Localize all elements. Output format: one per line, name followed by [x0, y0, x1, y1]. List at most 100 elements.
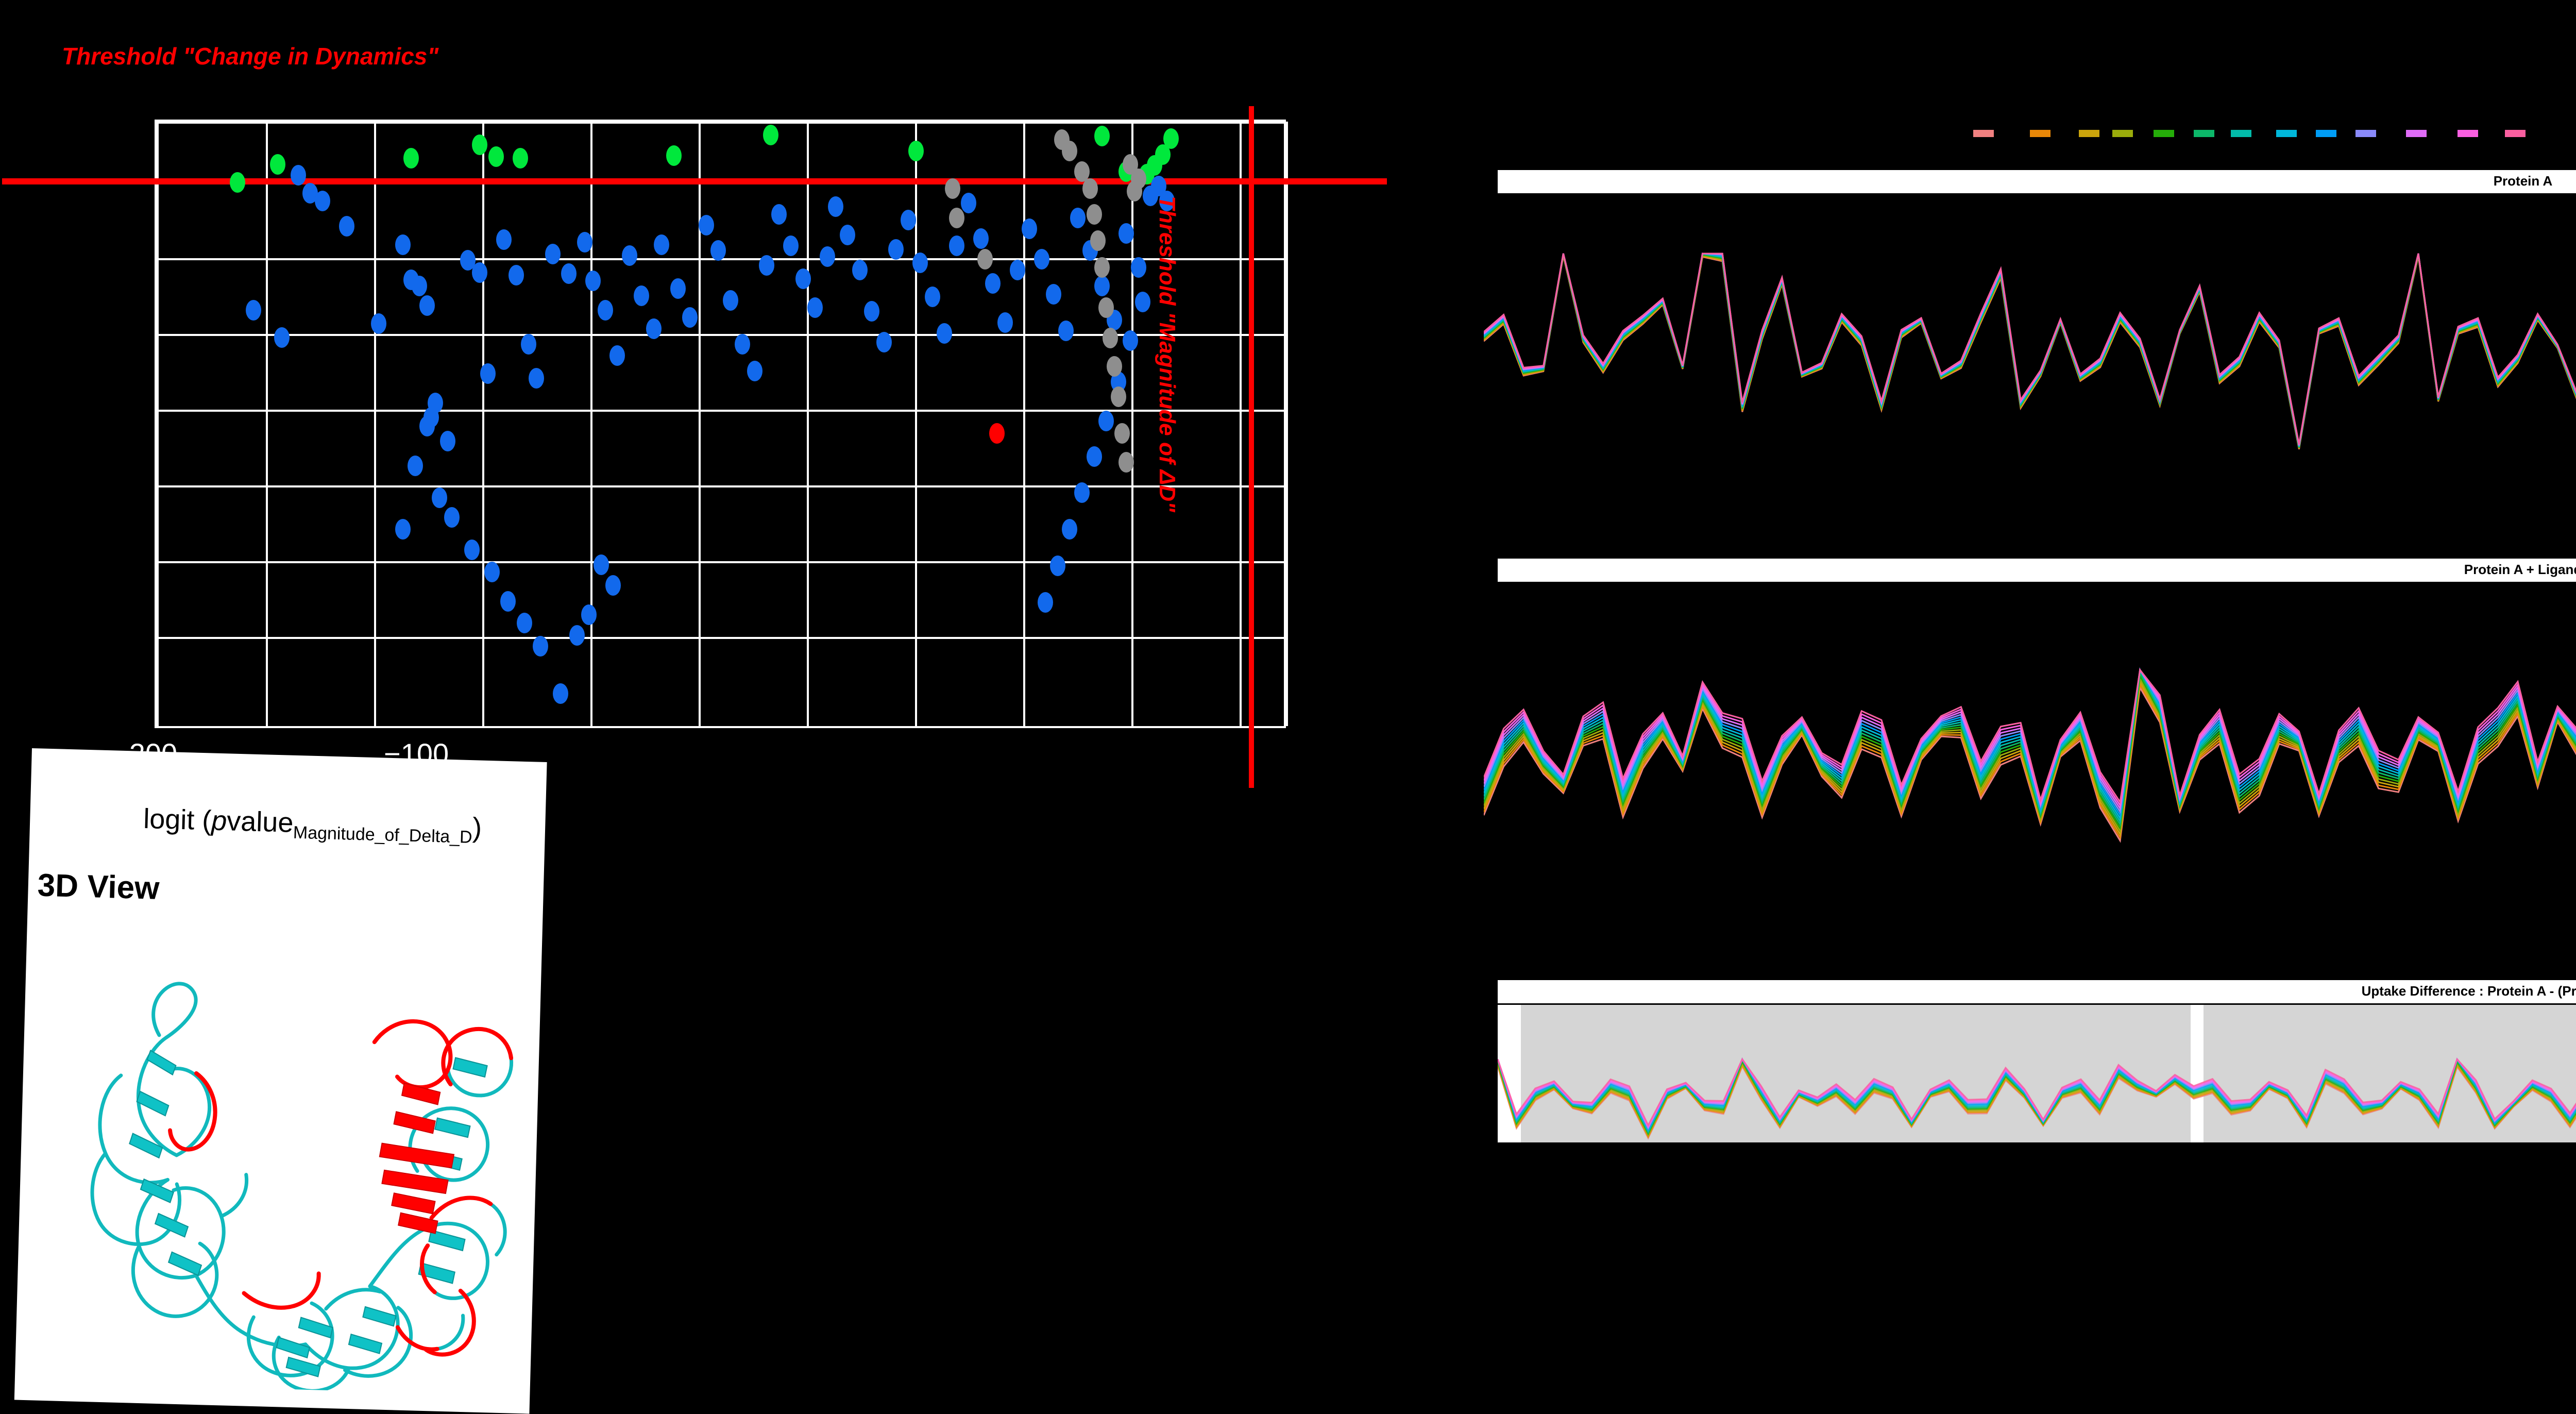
legend-color-swatch[interactable]	[2505, 130, 2526, 137]
scatter-point[interactable]	[852, 260, 868, 281]
scatter-point[interactable]	[1102, 328, 1118, 349]
scatter-point[interactable]	[945, 178, 961, 199]
scatter-point[interactable]	[621, 245, 637, 266]
legend-color-swatch[interactable]	[2231, 130, 2251, 137]
scatter-point[interactable]	[1038, 592, 1054, 613]
scatter-point[interactable]	[864, 301, 880, 322]
scatter-point[interactable]	[1022, 218, 1038, 239]
legend-color-swatch[interactable]	[2079, 130, 2099, 137]
scatter-point[interactable]	[973, 228, 989, 249]
scatter-point[interactable]	[553, 683, 569, 704]
legend-color-swatch[interactable]	[2276, 130, 2297, 137]
scatter-point[interactable]	[634, 285, 650, 306]
scatter-point[interactable]	[722, 290, 738, 311]
scatter-point[interactable]	[338, 216, 354, 237]
scatter-point[interactable]	[472, 262, 488, 283]
scatter-point[interactable]	[1070, 207, 1086, 228]
scatter-point[interactable]	[1082, 178, 1098, 199]
scatter-point[interactable]	[488, 146, 504, 167]
scatter-point[interactable]	[807, 297, 823, 318]
scatter-point[interactable]	[888, 239, 904, 260]
scatter-point[interactable]	[419, 295, 435, 316]
scatter-point[interactable]	[274, 327, 290, 348]
scatter-point[interactable]	[937, 323, 953, 344]
difference-plot-area[interactable]	[1498, 1003, 2576, 1142]
scatter-point[interactable]	[1118, 452, 1134, 473]
legend-color-swatch[interactable]	[2154, 130, 2174, 137]
scatter-point[interactable]	[290, 164, 306, 186]
scatter-point[interactable]	[1094, 257, 1110, 278]
scatter-point[interactable]	[569, 625, 585, 646]
scatter-point[interactable]	[961, 193, 977, 214]
scatter-point[interactable]	[771, 204, 787, 225]
scatter-point[interactable]	[516, 613, 532, 634]
scatter-point[interactable]	[561, 263, 577, 284]
scatter-point[interactable]	[654, 234, 670, 255]
scatter-point[interactable]	[1147, 155, 1163, 176]
scatter-point[interactable]	[545, 244, 561, 265]
scatter-point[interactable]	[1033, 248, 1049, 270]
uptake-trace-protein-a[interactable]	[1484, 196, 2576, 459]
scatter-point[interactable]	[819, 246, 835, 267]
scatter-point[interactable]	[371, 313, 387, 334]
scatter-point[interactable]	[1159, 190, 1175, 211]
scatter-point[interactable]	[512, 147, 528, 169]
scatter-point[interactable]	[1094, 126, 1110, 147]
uptake-trace-difference[interactable]	[1498, 1005, 2576, 1142]
legend-color-swatch[interactable]	[1973, 130, 1994, 137]
scatter-point[interactable]	[876, 331, 892, 352]
scatter-point[interactable]	[977, 248, 993, 270]
scatter-point[interactable]	[1106, 356, 1122, 377]
scatter-point[interactable]	[407, 456, 423, 477]
scatter-point[interactable]	[948, 207, 964, 228]
scatter-point[interactable]	[840, 224, 856, 245]
scatter-point[interactable]	[581, 604, 597, 625]
scatter-point[interactable]	[759, 255, 775, 276]
scatter-point[interactable]	[666, 145, 682, 166]
legend-color-swatch[interactable]	[2194, 130, 2214, 137]
scatter-point[interactable]	[763, 124, 779, 145]
scatter-point[interactable]	[924, 287, 940, 308]
scatter-point[interactable]	[419, 415, 435, 436]
scatter-point[interactable]	[609, 345, 625, 366]
legend-color-swatch[interactable]	[2112, 130, 2133, 137]
scatter-point[interactable]	[1009, 260, 1025, 281]
scatter-point[interactable]	[1123, 330, 1139, 351]
scatter-point[interactable]	[464, 540, 480, 561]
scatter-point[interactable]	[1086, 446, 1102, 467]
scatter-point[interactable]	[246, 300, 262, 321]
scatter-point[interactable]	[747, 361, 762, 382]
legend-color-swatch[interactable]	[2406, 130, 2427, 137]
scatter-point[interactable]	[509, 264, 524, 285]
scatter-point[interactable]	[480, 363, 496, 384]
scatter-point[interactable]	[1058, 321, 1074, 342]
scatter-point[interactable]	[1086, 204, 1102, 225]
scatter-point[interactable]	[593, 554, 609, 575]
scatter-point[interactable]	[605, 575, 621, 596]
scatter-point[interactable]	[529, 368, 545, 389]
scatter-point[interactable]	[827, 196, 843, 217]
scatter-point[interactable]	[496, 229, 512, 250]
scatter-point[interactable]	[735, 334, 751, 355]
uptake-trace-protein-a-ligand[interactable]	[1484, 593, 2576, 850]
scatter-point[interactable]	[1062, 140, 1078, 161]
scatter-point[interactable]	[520, 334, 536, 355]
scatter-point[interactable]	[698, 214, 714, 235]
scatter-point[interactable]	[912, 252, 928, 273]
scatter-point[interactable]	[646, 318, 662, 339]
scatter-point[interactable]	[472, 134, 488, 155]
legend-color-swatch[interactable]	[2355, 130, 2376, 137]
scatter-point[interactable]	[670, 278, 686, 299]
scatter-point[interactable]	[1094, 275, 1110, 296]
scatter-point[interactable]	[229, 172, 245, 193]
scatter-point[interactable]	[577, 231, 593, 252]
scatter-point[interactable]	[948, 235, 964, 256]
scatter-point[interactable]	[1130, 169, 1146, 189]
scatter-point[interactable]	[484, 561, 500, 582]
legend-color-swatch[interactable]	[2458, 130, 2478, 137]
protein-ribbon-structure[interactable]	[36, 919, 527, 1395]
scatter-point[interactable]	[1118, 223, 1134, 244]
scatter-point[interactable]	[1130, 257, 1146, 278]
scatter-point[interactable]	[411, 275, 427, 296]
scatter-point[interactable]	[585, 271, 601, 292]
